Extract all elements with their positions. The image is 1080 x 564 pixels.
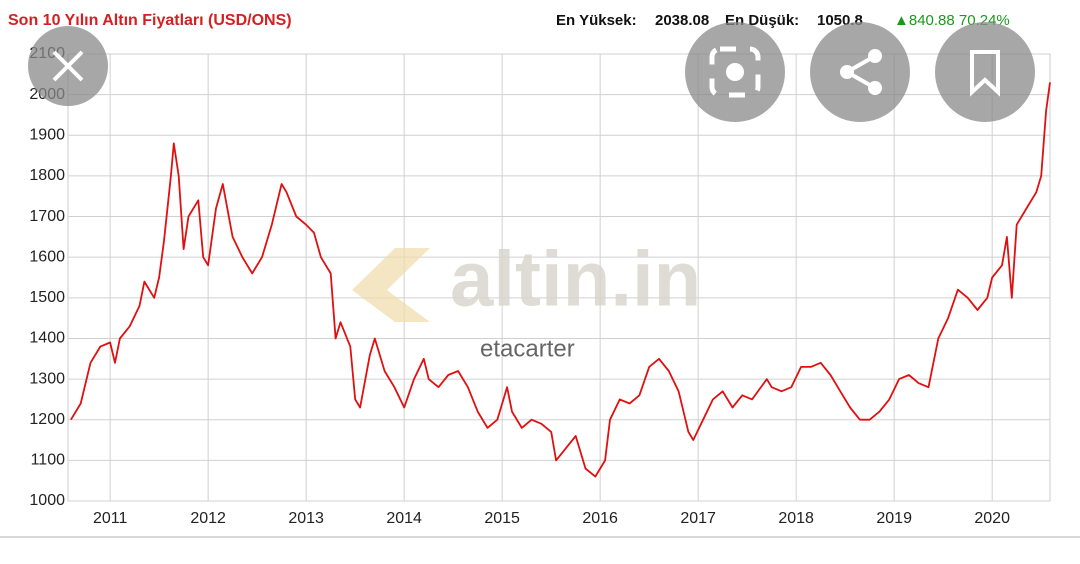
x-tick-label: 2020	[974, 510, 1010, 527]
credit: etacarter	[480, 335, 575, 362]
x-tick-label: 2011	[93, 510, 128, 527]
close-button[interactable]	[28, 26, 108, 106]
x-tick-label: 2018	[778, 510, 814, 527]
lens-frame	[709, 46, 761, 98]
share-node	[868, 49, 882, 63]
chart-title: Son 10 Yılın Altın Fiyatları (USD/ONS)	[8, 12, 292, 29]
bookmark-icon	[970, 50, 1000, 97]
bookmark-button[interactable]	[935, 22, 1035, 122]
x-tick-label: 2016	[582, 510, 618, 527]
y-tick-label: 1000	[29, 492, 65, 509]
high-value: 2038.08	[655, 12, 709, 29]
lens-button[interactable]	[685, 22, 785, 122]
x-tick-label: 2013	[288, 510, 324, 527]
share-button[interactable]	[810, 22, 910, 122]
high-label: En Yüksek:	[556, 12, 637, 29]
share-node	[868, 81, 882, 95]
watermark-logo	[352, 248, 430, 322]
y-tick-label: 1500	[29, 289, 65, 306]
watermark: altin.in	[450, 235, 701, 323]
bookmark-circle	[935, 22, 1035, 122]
share-node	[840, 65, 854, 79]
y-tick-label: 1800	[29, 167, 65, 184]
y-tick-label: 1200	[29, 411, 65, 428]
x-tick-label: 2019	[876, 510, 912, 527]
y-tick-label: 1400	[29, 330, 65, 347]
x-tick-label: 2017	[680, 510, 716, 527]
y-tick-label: 1600	[29, 248, 65, 265]
share-circle	[810, 22, 910, 122]
y-tick-label: 1700	[29, 208, 65, 225]
x-tick-label: 2014	[386, 510, 422, 527]
close-icon	[52, 50, 84, 82]
y-tick-label: 1100	[31, 452, 66, 469]
price-line	[70, 82, 1051, 478]
x-tick-label: 2015	[484, 510, 520, 527]
plot	[70, 82, 1051, 478]
lens-dot	[726, 63, 744, 81]
y-tick-label: 1900	[29, 126, 65, 143]
y-tick-label: 1300	[29, 370, 65, 387]
x-tick-label: 2012	[190, 510, 226, 527]
